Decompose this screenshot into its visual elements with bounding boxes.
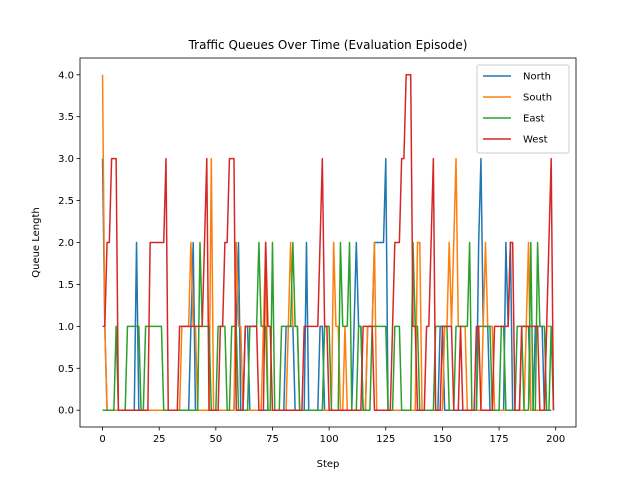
x-tick-label: 125 (376, 434, 395, 445)
y-tick-label: 0.0 (58, 406, 74, 417)
x-tick-label: 200 (546, 434, 565, 445)
x-tick-label: 25 (153, 434, 166, 445)
legend-label-east: East (523, 114, 545, 125)
y-tick-label: 0.5 (58, 364, 74, 375)
x-tick-label: 175 (490, 434, 509, 445)
legend-label-north: North (523, 72, 551, 83)
plot-series (101, 74, 555, 411)
x-axis-label: Step (317, 459, 340, 470)
legend-label-west: West (523, 135, 548, 146)
y-tick-label: 2.0 (58, 238, 74, 249)
legend-label-south: South (523, 93, 552, 104)
y-tick-label: 1.0 (58, 322, 74, 333)
y-tick-label: 3.0 (58, 154, 74, 165)
series-line-south (101, 74, 552, 411)
x-tick-label: 75 (266, 434, 279, 445)
y-axis-label: Queue Length (31, 207, 42, 278)
x-tick-label: 150 (433, 434, 452, 445)
x-axis: 0 25 50 75 100 125 150 175 200 (99, 427, 565, 445)
x-tick-label: 100 (320, 434, 339, 445)
series-line-west (102, 74, 555, 411)
y-tick-label: 2.5 (58, 196, 74, 207)
y-tick-label: 3.5 (58, 112, 74, 123)
y-tick-label: 1.5 (58, 280, 74, 291)
y-axis: 0.0 0.5 1.0 1.5 2.0 2.5 3.0 3.5 4.0 (58, 70, 80, 417)
legend-box (476, 64, 570, 154)
x-tick-label: 50 (209, 434, 222, 445)
x-tick-label: 0 (99, 434, 105, 445)
chart-title: Traffic Queues Over Time (Evaluation Epi… (188, 38, 468, 52)
y-tick-label: 4.0 (58, 70, 74, 81)
legend: North South East West (476, 64, 570, 154)
